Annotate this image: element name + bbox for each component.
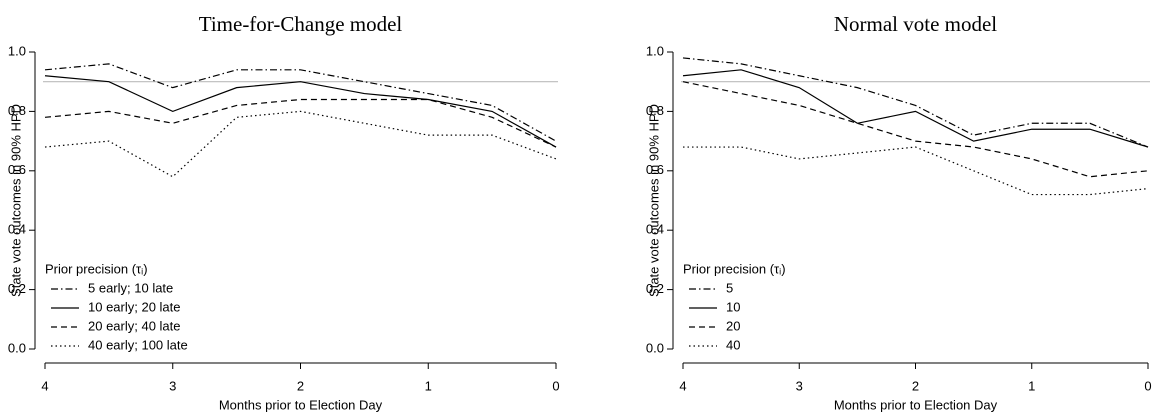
x-tick-label: 0 — [1144, 378, 1151, 393]
y-tick-label: 0.4 — [8, 222, 26, 237]
x-axis-label: Months prior to Election Day — [219, 397, 383, 412]
series-line — [44, 98, 557, 148]
y-tick-label: 0.2 — [646, 281, 664, 296]
y-tick-label: 0.0 — [646, 340, 664, 355]
x-tick-label: 2 — [297, 378, 304, 393]
series-line — [44, 63, 557, 142]
y-tick-label: 1.0 — [8, 43, 26, 58]
y-tick-label: 0.2 — [8, 281, 26, 296]
x-tick-label: 1 — [1028, 378, 1035, 393]
x-tick-label: 1 — [425, 378, 432, 393]
y-tick-label: 0.6 — [8, 162, 26, 177]
legend-title: Prior precision (τᵢ) — [683, 261, 786, 276]
chart-title: Normal vote model — [834, 12, 997, 36]
y-tick-label: 0.0 — [8, 340, 26, 355]
legend-label: 20 early; 40 late — [88, 318, 181, 333]
x-tick-label: 3 — [169, 378, 176, 393]
y-tick-label: 0.8 — [8, 103, 26, 118]
legend-title: Prior precision (τᵢ) — [45, 261, 148, 276]
x-tick-label: 3 — [796, 378, 803, 393]
chart-title: Time-for-Change model — [199, 12, 403, 36]
legend-label: 10 early; 20 late — [88, 299, 181, 314]
series-line — [682, 81, 1149, 178]
legend: Prior precision (τᵢ) 5 10 20 40 — [683, 261, 786, 352]
series-line — [682, 69, 1149, 148]
x-tick-label: 0 — [552, 378, 559, 393]
series-line — [44, 110, 557, 178]
y-tick-label: 1.0 — [646, 43, 664, 58]
x-tick-label: 2 — [912, 378, 919, 393]
series-line — [44, 75, 557, 148]
x-tick-label: 4 — [41, 378, 48, 393]
chart-panel: Time-for-Change model 0.0 0.2 0.4 0.6 0.8 1.0 S… — [8, 12, 560, 413]
legend-label: 40 early; 100 late — [88, 337, 188, 352]
legend: Prior precision (τᵢ) 5 early; 10 late 10 e… — [45, 261, 188, 352]
y-tick-label: 0.6 — [646, 162, 664, 177]
x-tick-label: 4 — [679, 378, 686, 393]
chart-panel: Normal vote model 0.0 0.2 0.4 0.6 0.8 1.0 State… — [646, 12, 1152, 413]
legend-label: 40 — [726, 337, 740, 352]
y-tick-label: 0.4 — [646, 222, 664, 237]
series-line — [683, 146, 1149, 196]
legend-label: 5 early; 10 late — [88, 280, 173, 295]
y-axis-label: State vote outcomes in 90% HPD — [8, 104, 23, 297]
x-axis-label: Months prior to Election Day — [834, 397, 998, 412]
legend-label: 5 — [726, 280, 733, 295]
series-line — [682, 57, 1149, 148]
y-tick-label: 0.8 — [646, 103, 664, 118]
y-axis-label: State vote outcomes in 90% HPD — [646, 104, 661, 297]
legend-label: 10 — [726, 299, 740, 314]
legend-label: 20 — [726, 318, 740, 333]
